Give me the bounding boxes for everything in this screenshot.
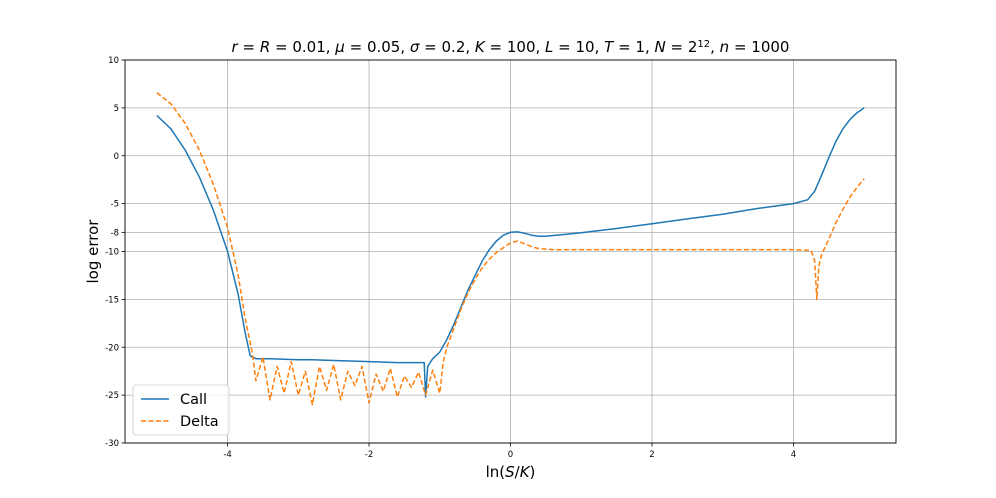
y-tick-label: -30 [105, 439, 119, 449]
legend-label-delta: Delta [180, 414, 219, 430]
y-tick-label: -25 [105, 391, 119, 401]
y-tick-label: -15 [105, 295, 119, 305]
x-tick-label: -2 [365, 450, 373, 460]
x-tick-label: 2 [649, 450, 654, 460]
y-tick-label: 0 [114, 152, 119, 162]
chart-title: r = R = 0.01, μ = 0.05, σ = 0.2, K = 100… [232, 38, 790, 56]
y-axis-title: log error [84, 219, 102, 284]
series-lines [156, 92, 865, 406]
x-tick-label: 0 [508, 450, 513, 460]
y-tick-label: 5 [114, 104, 119, 114]
y-tick-label: 10 [108, 56, 119, 66]
x-axis-title: ln(S/K) [486, 463, 536, 481]
series-line-call [156, 107, 865, 398]
y-tick-label: -20 [105, 343, 119, 353]
series-line-delta [156, 92, 865, 406]
x-tick-label: 4 [791, 450, 796, 460]
y-tick-label: -10 [105, 248, 119, 258]
y-tick-label: -5 [111, 200, 119, 210]
x-tick-label: -4 [223, 450, 231, 460]
y-tick-label: -8 [111, 228, 119, 238]
legend: Call Delta [132, 384, 230, 436]
legend-label-call: Call [180, 392, 207, 408]
legend-box [132, 384, 230, 436]
